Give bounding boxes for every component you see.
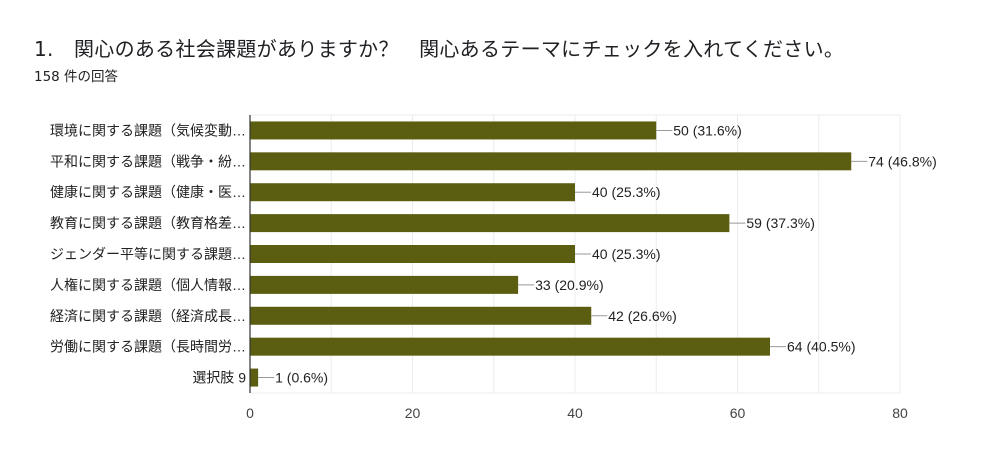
- category-label: 平和に関する課題（戦争・紛…: [50, 153, 246, 169]
- x-tick-label: 60: [730, 405, 746, 421]
- bar: [250, 121, 657, 140]
- category-label: 労働に関する課題（長時間労…: [50, 339, 246, 355]
- data-label: 1 (0.6%): [275, 370, 328, 386]
- category-label: 教育に関する課題（教育格差…: [50, 215, 246, 231]
- bar: [250, 183, 575, 202]
- bar: [250, 306, 592, 325]
- x-tick-label: 40: [567, 405, 583, 421]
- x-tick-label: 20: [405, 405, 421, 421]
- category-label: 経済に関する課題（経済成長…: [50, 308, 246, 324]
- data-label: 59 (37.3%): [746, 215, 814, 231]
- question-title: 1. 関心のある社会課題がありますか？ 関心あるテーマにチェックを入れてください…: [34, 37, 845, 61]
- bar: [250, 368, 259, 387]
- x-tick-label: 80: [892, 405, 908, 421]
- category-label: 健康に関する課題（健康・医…: [50, 184, 246, 200]
- bar: [250, 245, 575, 263]
- data-label: 33 (20.9%): [535, 277, 603, 293]
- category-label: 人権に関する課題（個人情報…: [50, 277, 246, 293]
- data-label: 40 (25.3%): [592, 184, 660, 200]
- data-label: 50 (31.6%): [673, 122, 741, 138]
- x-tick-label: 0: [246, 405, 254, 421]
- category-label: 環境に関する課題（気候変動…: [50, 122, 246, 138]
- category-label: 選択肢 9: [192, 370, 246, 386]
- data-label: 40 (25.3%): [592, 246, 660, 262]
- data-label: 74 (46.8%): [868, 153, 936, 169]
- bar: [250, 152, 852, 171]
- bar: [250, 337, 770, 356]
- category-label: ジェンダー平等に関する課題…: [50, 246, 246, 262]
- data-label: 64 (40.5%): [787, 339, 855, 355]
- bar: [250, 275, 519, 294]
- data-label: 42 (26.6%): [608, 308, 676, 324]
- bar: [250, 214, 730, 233]
- response-count: 158 件の回答: [34, 69, 119, 85]
